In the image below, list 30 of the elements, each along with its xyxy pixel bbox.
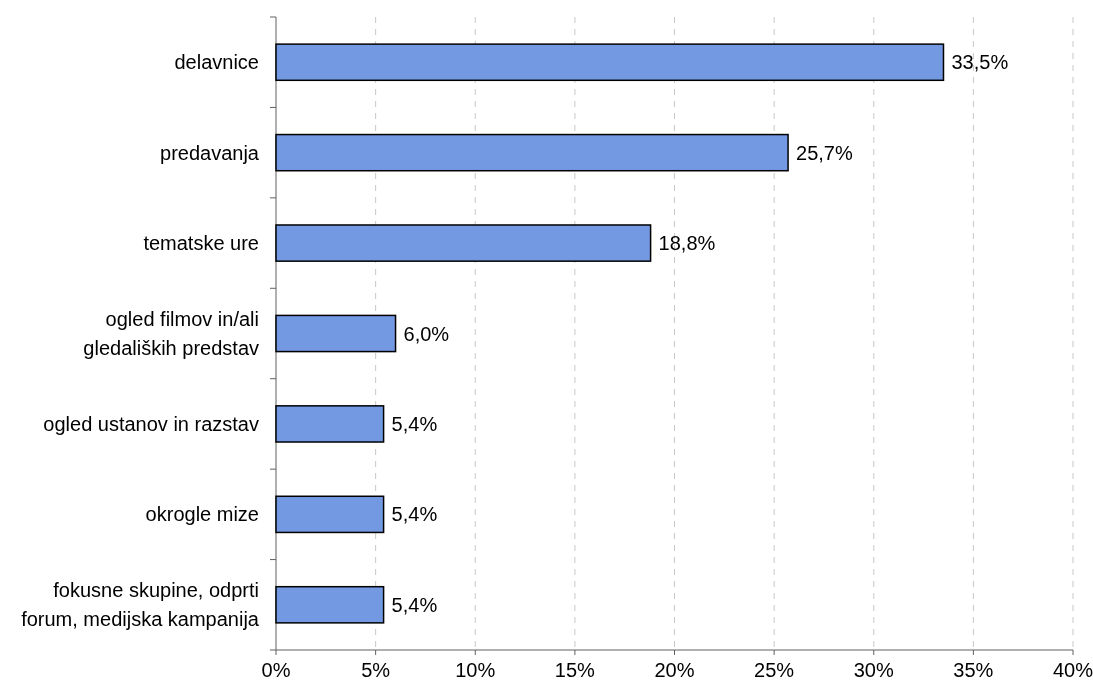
data-label: 5,4% [391,412,438,435]
x-tick-label: 40% [1052,659,1093,681]
bar [275,133,789,172]
bar [275,405,385,443]
data-label: 5,4% [391,503,438,526]
y-tick-label: predavanja [160,141,260,164]
bar [275,224,652,262]
bar [275,585,385,624]
data-label: 33,5% [951,51,1009,74]
y-tick-label: okrogle mize [145,503,259,526]
y-tick-label: ogled ustanov in razstav [43,412,259,435]
x-tick-label: 35% [953,659,994,681]
data-label: 18,8% [658,232,716,255]
x-tick-label: 5% [361,659,391,681]
x-tick-label: 10% [455,659,496,681]
x-tick-label: 30% [853,659,894,681]
x-tick-label: 25% [754,659,795,681]
y-tick-label: delavnice [174,51,259,74]
y-tick-label: ogled filmov in/ali gledaliških predstav [83,307,259,360]
x-tick-label: 15% [554,659,596,681]
data-label: 6,0% [403,322,450,345]
y-tick-label: tematske ure [143,232,259,255]
bar [275,495,385,534]
bar [275,314,397,353]
data-label: 25,7% [796,141,853,164]
bar [275,43,945,82]
x-tick-label: 20% [654,659,695,681]
x-tick-label: 0% [261,659,291,681]
data-label: 5,4% [391,593,438,616]
y-tick-label: fokusne skupine, odprti forum, medijska kampanija [21,579,260,631]
